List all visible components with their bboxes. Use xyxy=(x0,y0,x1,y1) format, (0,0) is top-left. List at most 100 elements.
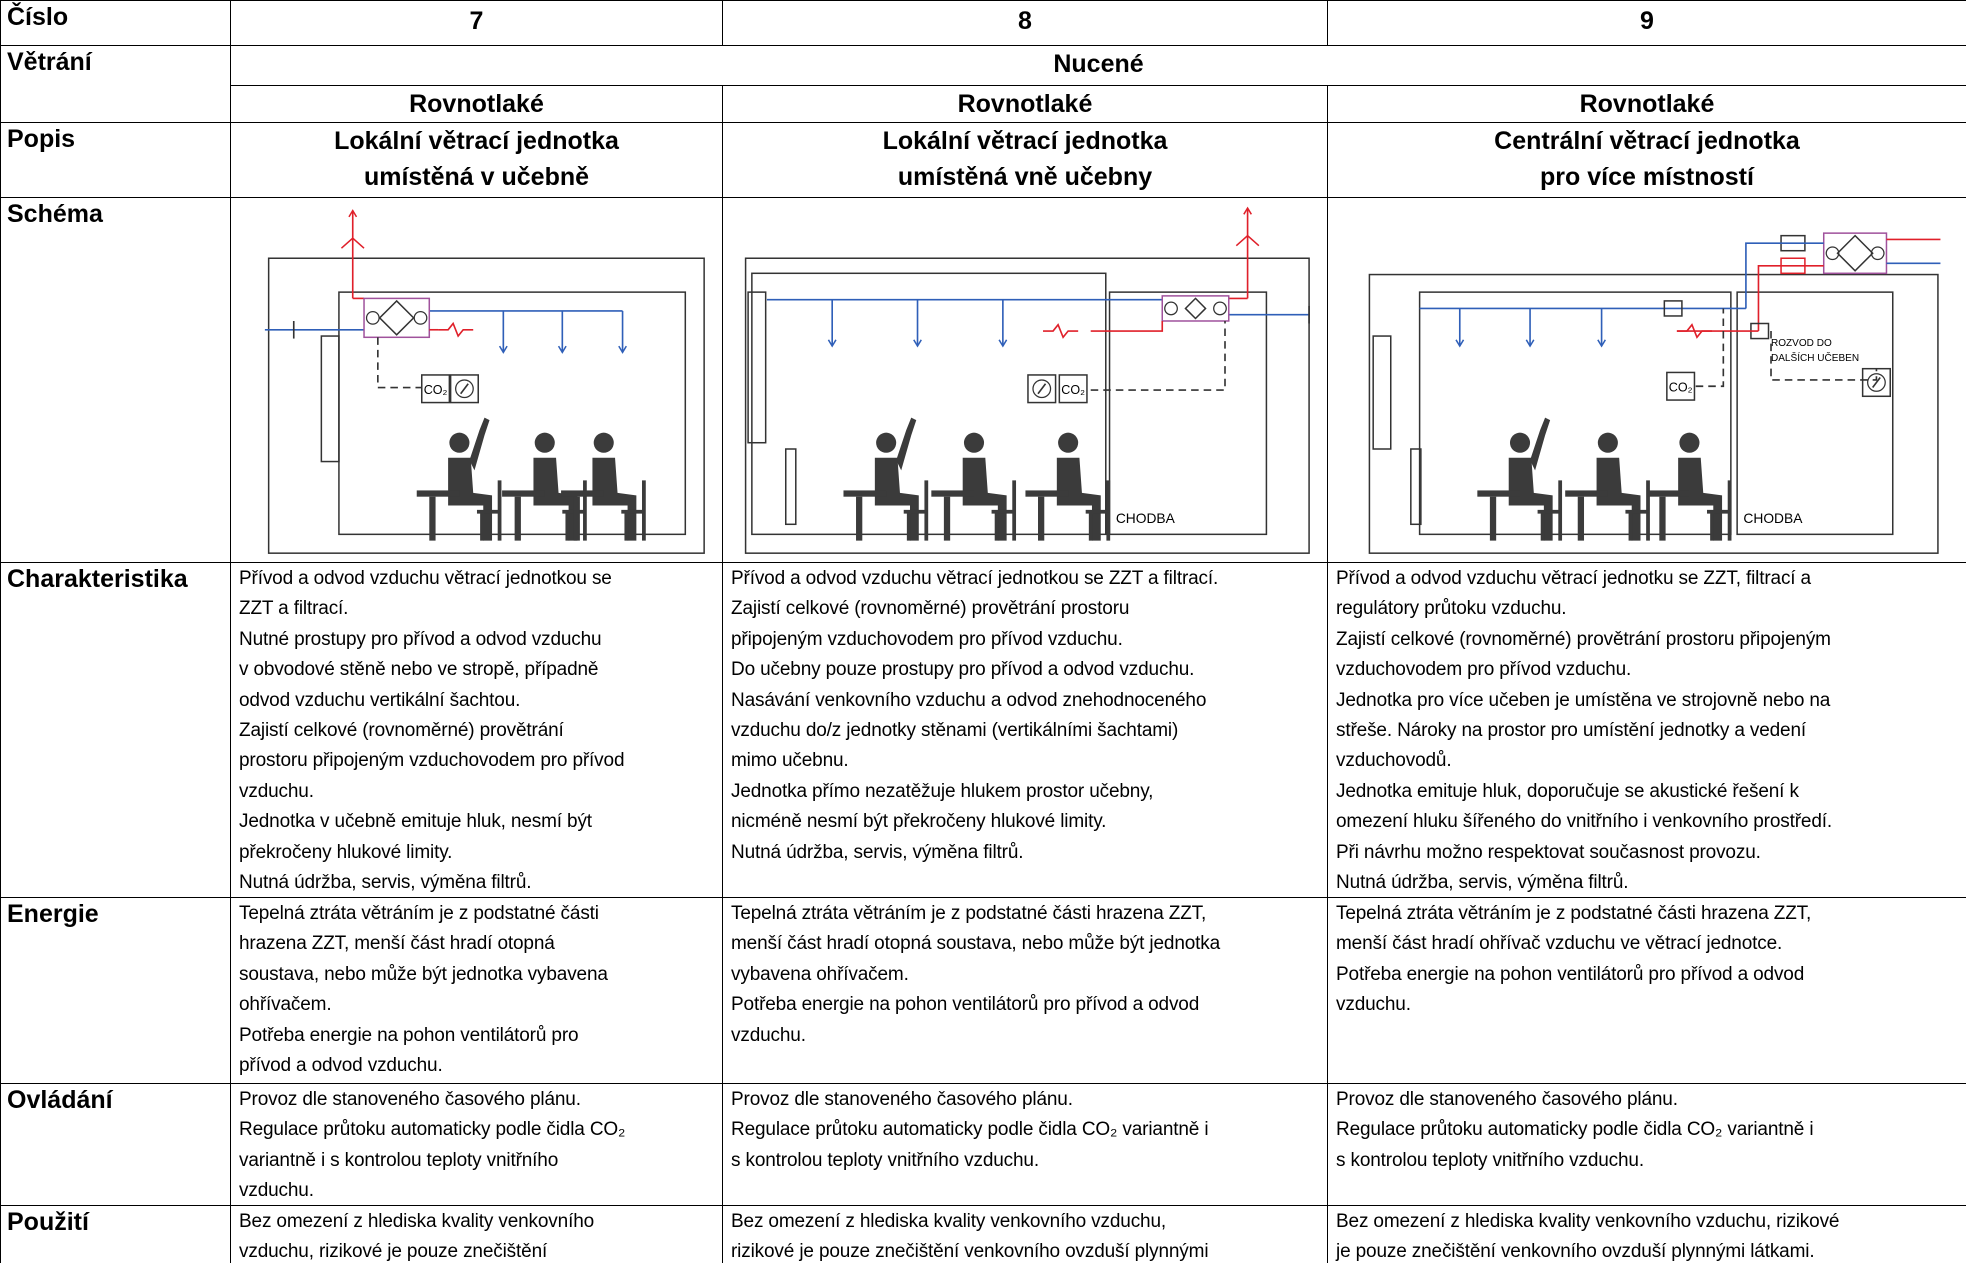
text-line: přívod a odvod vzduchu. xyxy=(239,1055,443,1077)
text-line: Nutná údržba, servis, výměna filtrů. xyxy=(1336,872,1629,894)
text-line: Tepelná ztráta větráním je z podstatné č… xyxy=(731,903,1207,924)
desk xyxy=(1565,490,1608,497)
text-line: Nasávání venkovního vzduchu a odvod zneh… xyxy=(731,689,1207,711)
shape xyxy=(320,335,340,463)
shape xyxy=(1663,300,1683,317)
text-line: vzduchu. xyxy=(1336,994,1411,1016)
label-text: Popis xyxy=(7,125,76,153)
line xyxy=(1872,376,1881,388)
text-line: Nutné prostupy pro přívod a odvod vzduch… xyxy=(239,628,602,650)
desk-leg xyxy=(1038,496,1045,541)
text-line: Jednotka přímo nezatěžuje hlukem prostor… xyxy=(731,780,1154,802)
schema-cell: CO₂ CHODBA xyxy=(722,197,1328,563)
sensor-label: CO₂ xyxy=(1061,383,1085,397)
row-label: Použití xyxy=(0,1205,231,1263)
desk xyxy=(1477,490,1521,497)
row-label: Větrání xyxy=(0,45,231,123)
row-label: Charakteristika xyxy=(0,562,231,898)
description-line: umístěná vně učebny xyxy=(897,163,1153,191)
body xyxy=(1678,457,1723,541)
label-text: Ovládání xyxy=(7,1086,113,1114)
desk-leg xyxy=(1577,496,1585,541)
note-line: DALŠÍCH UČEBEN xyxy=(1771,351,1859,364)
shape xyxy=(1161,295,1230,322)
text-line: Potřeba energie na pohon ventilátorů pro… xyxy=(1336,963,1805,985)
text-line: Bez omezení z hlediska kvality venkovníh… xyxy=(1336,1211,1840,1232)
fan xyxy=(413,310,428,325)
arrow xyxy=(1525,339,1535,348)
text-cell: Provoz dle stanoveného časového plánu. Re… xyxy=(1327,1083,1966,1206)
desk-leg xyxy=(1659,496,1666,541)
text-line: Zajistí celkové (rovnoměrné) provětrání xyxy=(239,720,564,742)
silencer xyxy=(438,321,474,338)
arrow xyxy=(340,209,365,249)
column-number: 9 xyxy=(1327,0,1966,46)
arrow xyxy=(998,339,1008,348)
text-line: Regulace průtoku automaticky podle čidla… xyxy=(239,1119,626,1141)
diagram: CO₂ CHODBA xyxy=(744,206,1310,554)
arrow xyxy=(1597,339,1607,348)
clock xyxy=(455,379,474,399)
text-line: soustava, nebo může být jednotka vybaven… xyxy=(239,963,608,985)
shape xyxy=(421,374,451,404)
text-line: Potřeba energie na pohon ventilátorů pro… xyxy=(731,994,1200,1016)
text-line: nicméně nesmí být překročeny hlukové lim… xyxy=(731,811,1107,833)
label-text: Schéma xyxy=(7,200,103,228)
desk xyxy=(561,490,604,497)
shape xyxy=(784,448,797,526)
text-cell: Tepelná ztráta větráním je z podstatné č… xyxy=(1327,897,1966,1084)
text-cell: Provoz dle stanoveného časového plánu. Re… xyxy=(722,1083,1328,1206)
clock xyxy=(1032,379,1052,399)
text-line: střeše. Nároky na prostor pro umístění j… xyxy=(1336,720,1807,742)
text-cell: Bez omezení z hlediska kvality venkovníh… xyxy=(1327,1205,1966,1263)
text-line: připojeným vzduchovodem pro přívod vzduc… xyxy=(731,628,1123,650)
description-line: pro více místností xyxy=(1540,163,1754,191)
silencer xyxy=(1043,323,1079,339)
ventilation-subtype: Rovnotlaké xyxy=(722,85,1328,123)
text-line: Provoz dle stanoveného časového plánu. xyxy=(1336,1089,1678,1110)
description-line: Lokální větrací jednotka xyxy=(334,127,619,155)
line xyxy=(460,383,469,395)
desk-leg xyxy=(429,496,436,541)
shape xyxy=(751,272,1107,536)
shape xyxy=(363,297,431,339)
arrow xyxy=(913,339,922,348)
text-line: menší část hradí ohřívač vzduchu ve větr… xyxy=(1336,933,1783,955)
text-line: odvod vzduchu vertikální šachtou. xyxy=(239,689,521,711)
text-line: s kontrolou teploty vnitřního vzduchu. xyxy=(731,1149,1039,1171)
chair xyxy=(476,480,502,541)
arrow xyxy=(1235,206,1260,247)
arrow xyxy=(557,345,567,354)
label-text: Větrání xyxy=(7,48,92,76)
desk-leg xyxy=(573,496,580,541)
text-line: menší část hradí otopná soustava, nebo m… xyxy=(731,933,1221,955)
schema-diagram: CO₂ CHODBA xyxy=(744,206,1310,554)
line xyxy=(1037,383,1047,395)
text-line: Zajistí celkové (rovnoměrné) provětrání … xyxy=(1336,628,1831,650)
text-line: vybavena ohřívačem. xyxy=(731,963,909,985)
text-line: Do učebny pouze prostupy pro přívod a od… xyxy=(731,659,1195,681)
subtype-text: Rovnotlaké xyxy=(957,90,1093,118)
head xyxy=(593,432,614,453)
text-cell: Tepelná ztráta větráním je z podstatné č… xyxy=(722,897,1328,1084)
head xyxy=(1509,432,1531,453)
shape xyxy=(1058,374,1088,404)
body xyxy=(1596,457,1641,541)
text-cell: Provoz dle stanoveného časového plánu. Re… xyxy=(230,1083,723,1206)
row-label: Schéma xyxy=(0,197,231,563)
text-cell: Přívod a odvod vzduchu větrací jednotku … xyxy=(1327,562,1966,898)
schema-diagram: CO₂ ROZVOD DO DALŠÍCH UČEBEN CHODBA xyxy=(1368,232,1941,554)
schema-cell: CO₂ xyxy=(230,197,723,563)
line xyxy=(1770,331,1878,381)
body xyxy=(1056,457,1101,541)
ventilation-type: Nucené xyxy=(230,45,1966,86)
line xyxy=(1090,320,1164,332)
body xyxy=(592,457,637,541)
heat-exchanger xyxy=(378,299,415,336)
shape xyxy=(267,257,705,554)
text-line: Provoz dle stanoveného časového plánu. xyxy=(731,1089,1073,1110)
diagram: CO₂ xyxy=(264,209,705,554)
description-cell: Lokální větrací jednotka umístěná vně uče… xyxy=(722,122,1328,198)
shape xyxy=(1410,448,1422,526)
text-cell: Bez omezení z hlediska kvality venkovníh… xyxy=(230,1205,723,1263)
